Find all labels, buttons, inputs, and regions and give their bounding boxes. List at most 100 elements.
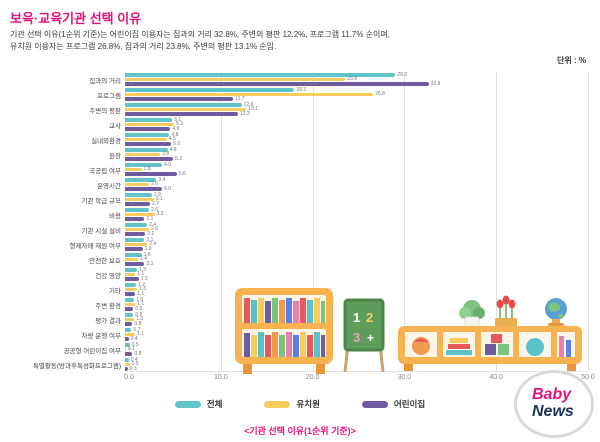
- bar-전체: [125, 148, 168, 152]
- x-axis: 0.0 10.0 20.0 30.0 40.0 50.0: [124, 372, 595, 384]
- bar-group: 18.3 26.8 11.7: [125, 87, 588, 101]
- babynews-logo: Baby News: [514, 370, 594, 438]
- x-tick-label: 50.0: [581, 374, 595, 381]
- legend-swatch: [361, 400, 388, 408]
- bar-전체: [125, 268, 138, 272]
- chart-rows: 집과의 거리 29.2 23.8 32.8 프로그램 18.3 26.8 11.7 주변의 평판…: [12, 72, 588, 372]
- bar-group: 0.5 0.1 0.8: [125, 341, 588, 356]
- bar-전체: [125, 283, 137, 287]
- category-label: 주변 환경: [95, 302, 121, 310]
- bar-value-label: 23.8: [347, 76, 358, 82]
- chart-row: 형제자매 재원 여부 2.1 2.4 1.9: [12, 237, 588, 252]
- bar-전체: [125, 298, 135, 302]
- bar-value-label: 0.3: [129, 365, 137, 372]
- bar-value-label: 4.9: [172, 125, 180, 132]
- chart-row: 비용 2.6 3.2 2.1: [12, 207, 588, 222]
- bar-value-label: 2.2: [147, 230, 155, 237]
- bar-어린이집: [125, 337, 129, 341]
- bar-유치원: [125, 287, 138, 292]
- toy-shelf-illustration: [398, 295, 582, 371]
- plot-area: 집과의 거리 29.2 23.8 32.8 프로그램 18.3 26.8 11.7 주변의 평판…: [12, 72, 589, 372]
- bar-어린이집: [125, 352, 133, 356]
- bar-유치원: [125, 212, 155, 217]
- bar-유치원: [125, 92, 374, 97]
- x-tick-label: 0.0: [124, 374, 134, 381]
- bar-group: 3.4 2.6 4.0: [125, 176, 588, 192]
- bar-value-label: 1.3: [139, 286, 146, 292]
- category-label: 평가 결과: [95, 317, 121, 325]
- bar-group: 0.7 1.1 0.4: [125, 327, 588, 341]
- bar-어린이집: [125, 202, 150, 206]
- bar-어린이집: [125, 262, 145, 266]
- bar-group: 4.8 4.5 5.0: [125, 131, 588, 146]
- bar-group: 2.9 3.1 2.7: [125, 192, 588, 207]
- bar-유치원: [125, 137, 167, 142]
- gridline: [588, 72, 589, 371]
- bar-전체: [125, 253, 142, 257]
- bar-value-label: 1.8: [143, 166, 151, 172]
- bar-value-label: 0.1: [127, 346, 135, 352]
- bar-group: 2.6 3.2 2.1: [125, 207, 588, 221]
- svg-text:2: 2: [366, 310, 373, 325]
- gridline: [404, 72, 406, 371]
- legend-label: 어린이집: [393, 399, 426, 409]
- bar-전체: [125, 313, 134, 317]
- category-label: 차량 운행 여부: [81, 332, 122, 340]
- chart-row: 기관 시설 설비 2.4 2.6 2.2: [12, 222, 588, 237]
- chart-row: 차량 운행 여부 0.7 1.1 0.4: [12, 327, 588, 342]
- bar-value-label: 1.1: [137, 290, 145, 297]
- chart-row: 주변의 평판 12.6 13.1 12.2: [12, 102, 588, 117]
- bar-value-label: 1.2: [138, 281, 146, 288]
- bar-어린이집: [125, 82, 429, 86]
- category-label: 운영시간: [97, 182, 121, 190]
- bar-value-label: 4.0: [164, 161, 171, 168]
- bar-value-label: 2.6: [151, 226, 159, 232]
- bar-value-label: 4.8: [171, 131, 179, 138]
- bar-전체: [125, 238, 145, 242]
- bar-value-label: 4.5: [168, 136, 176, 142]
- chart-row: 기타 1.2 1.3 1.1: [12, 282, 588, 297]
- chart-row: 공공형 어린이집 여부 0.5 0.1 0.8: [12, 342, 588, 357]
- bar-value-label: 0.5: [131, 341, 139, 348]
- bar-value-label: 1.4: [139, 256, 147, 262]
- bar-어린이집: [125, 157, 174, 161]
- bar-어린이집: [125, 217, 145, 221]
- legend-swatch: [264, 400, 291, 408]
- bar-value-label: 2.7: [152, 200, 159, 207]
- bar-전체: [125, 88, 295, 92]
- bar-value-label: 3.4: [158, 176, 166, 183]
- bar-group: 1.0 1.1 0.9: [125, 296, 588, 311]
- category-label: 실내외환경: [91, 137, 121, 145]
- bar-어린이집: [125, 247, 143, 251]
- svg-text:3: 3: [353, 330, 360, 345]
- chart-row: 운영시간 3.4 2.6 4.0: [12, 177, 588, 192]
- bar-전체: [125, 193, 152, 197]
- bar-전체: [125, 133, 170, 137]
- bar-value-label: 26.8: [375, 91, 385, 97]
- bar-value-label: 1.0: [136, 316, 144, 322]
- bar-group: 12.6 13.1 12.2: [125, 102, 588, 116]
- x-tick-label: 20.0: [305, 374, 320, 381]
- bar-어린이집: [125, 127, 171, 131]
- chart-row: 기관 학급 규모 2.9 3.1 2.7: [12, 192, 588, 207]
- bar-value-label: 1.1: [137, 271, 145, 277]
- logo-news-text: News: [532, 403, 574, 420]
- bar-유치원: [125, 122, 175, 127]
- bar-value-label: 3.1: [155, 196, 163, 202]
- bar-value-label: 5.1: [174, 116, 182, 123]
- bar-value-label: 1.0: [136, 296, 144, 303]
- category-label: 기타: [109, 287, 121, 295]
- bar-유치원: [125, 107, 247, 112]
- bar-value-label: 13.1: [248, 106, 259, 112]
- bar-value-label: 4.0: [164, 185, 171, 192]
- bar-어린이집: [125, 232, 146, 236]
- bar-유치원: [125, 197, 154, 202]
- x-tick-label: 40.0: [489, 374, 503, 381]
- bar-value-label: 29.2: [397, 71, 408, 78]
- bar-유치원: [125, 362, 130, 367]
- bar-group: 5.1 5.3 4.9: [125, 116, 588, 132]
- bar-group: 4.6 3.8 5.2: [125, 147, 588, 161]
- bar-유치원: [125, 332, 136, 337]
- x-tick-label: 30.0: [397, 374, 412, 381]
- bar-전체: [125, 358, 129, 362]
